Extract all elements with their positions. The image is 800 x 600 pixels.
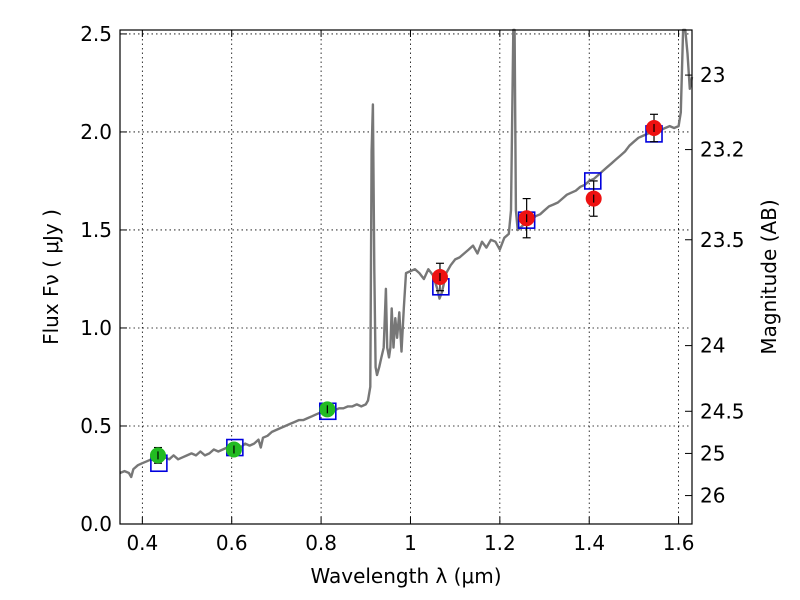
right-tick-label: 25 [700, 441, 725, 465]
tick-layer: 0.4 0.6 0.8 1 1.2 1.4 1.6 0.0 0.5 1.0 1.5 2.0 2.5 23 2… [80, 22, 744, 555]
x-tick-label: 0.8 [305, 531, 337, 555]
right-tick-label: 23.2 [700, 138, 745, 162]
y-tick-label: 0.0 [80, 512, 112, 536]
y-axis-right-label: Magnitude (AB) [757, 199, 781, 354]
spectrum-layer [119, 28, 694, 479]
right-tick-label: 24 [700, 334, 725, 358]
marker-layer [149, 113, 663, 473]
y-tick-label: 0.5 [80, 414, 112, 438]
x-tick-label: 1.2 [484, 531, 516, 555]
y-tick-label: 1.0 [80, 316, 112, 340]
x-tick-label: 0.4 [126, 531, 158, 555]
model-square-marker [583, 172, 602, 190]
y-axis-label: Flux Fν ( μJy ) [39, 209, 63, 345]
y-tick-label: 2.5 [80, 22, 112, 46]
x-tick-label: 0.6 [216, 531, 248, 555]
right-tick-label: 24.5 [700, 399, 745, 423]
x-tick-label: 1.4 [573, 531, 605, 555]
x-tick-label: 1 [404, 531, 417, 555]
right-tick-label: 26 [700, 484, 725, 508]
right-tick-label: 23 [700, 63, 725, 87]
x-axis-label: Wavelength λ (μm) [310, 564, 501, 588]
right-tick-label: 23.5 [700, 228, 745, 252]
spectrum-line [119, 28, 694, 479]
plot-frame [119, 29, 693, 525]
x-tick-label: 1.6 [663, 531, 695, 555]
y-tick-label: 2.0 [80, 120, 112, 144]
y-tick-label: 1.5 [80, 218, 112, 242]
